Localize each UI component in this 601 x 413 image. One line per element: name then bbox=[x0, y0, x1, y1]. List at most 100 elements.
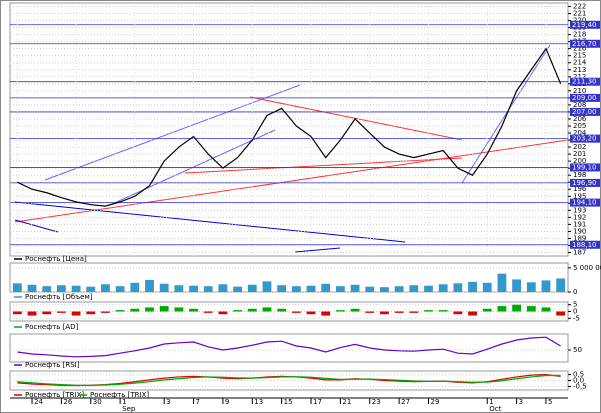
bar bbox=[262, 307, 272, 312]
y-tick-label: 195 bbox=[573, 192, 586, 200]
bar bbox=[409, 285, 419, 292]
channel-line bbox=[44, 84, 301, 181]
series-line bbox=[17, 47, 562, 207]
y-tick-label: 189 bbox=[573, 234, 586, 242]
bar bbox=[335, 286, 345, 292]
price-box bbox=[570, 20, 600, 29]
y-tick-label: 191 bbox=[573, 220, 586, 228]
bar bbox=[56, 285, 66, 292]
price-label: 211,30 bbox=[572, 78, 597, 86]
price-box bbox=[570, 134, 600, 143]
y-tick-label: 0 bbox=[573, 308, 577, 316]
bar bbox=[277, 285, 287, 292]
bar bbox=[541, 280, 551, 292]
y-tick-label: 187 bbox=[573, 248, 586, 256]
y-tick-label: 208 bbox=[573, 101, 586, 109]
bar bbox=[189, 285, 198, 292]
bar bbox=[482, 282, 492, 292]
bar bbox=[233, 310, 243, 312]
bar bbox=[306, 311, 316, 315]
bar bbox=[321, 311, 331, 316]
bar bbox=[380, 311, 389, 315]
bar bbox=[526, 282, 536, 292]
panel bbox=[9, 2, 569, 257]
bar bbox=[497, 306, 507, 312]
bar bbox=[468, 281, 477, 292]
bar bbox=[365, 286, 375, 292]
y-tick-label: 218 bbox=[573, 31, 586, 39]
bar bbox=[247, 308, 257, 312]
y-tick-label: 0,0 bbox=[573, 377, 584, 385]
bar bbox=[233, 286, 243, 292]
bar bbox=[394, 286, 404, 292]
y-tick-label: 206 bbox=[573, 115, 587, 123]
bar bbox=[468, 311, 477, 316]
price-box bbox=[570, 240, 600, 249]
down-line bbox=[14, 201, 406, 243]
y-tick-label: 5 000 000 bbox=[573, 264, 601, 272]
bar bbox=[497, 273, 507, 292]
y-tick-label: 5 bbox=[573, 301, 577, 309]
bar bbox=[115, 310, 125, 312]
bar bbox=[86, 286, 96, 292]
x-tick-label: 26 bbox=[63, 398, 72, 406]
bar bbox=[291, 286, 301, 292]
x-tick-label: 7 bbox=[196, 398, 200, 406]
y-tick-label: 200 bbox=[573, 157, 586, 165]
bar bbox=[42, 311, 52, 315]
legend-label: Роснефть [RSI] bbox=[25, 361, 80, 369]
y-tick-label: 221 bbox=[573, 10, 586, 18]
bar bbox=[453, 283, 463, 292]
bar bbox=[174, 285, 184, 292]
legend-label: Роснефть [TRIX] bbox=[25, 391, 84, 399]
bar bbox=[145, 279, 154, 292]
bar bbox=[556, 311, 566, 316]
y-tick-label: -5 bbox=[573, 314, 580, 322]
price-label: 209,00 bbox=[572, 94, 597, 102]
bar bbox=[27, 284, 37, 292]
x-tick-label: 3 bbox=[166, 398, 170, 406]
bar bbox=[512, 279, 522, 292]
y-tick-label: 205 bbox=[573, 122, 586, 130]
bar bbox=[27, 311, 37, 316]
bar bbox=[453, 311, 463, 315]
y-tick-label: 50 bbox=[573, 346, 582, 354]
price-label: 203,20 bbox=[572, 135, 597, 143]
x-tick-label: 15 bbox=[284, 398, 293, 406]
bar bbox=[556, 278, 566, 292]
month-label: Sep bbox=[122, 405, 136, 413]
bar bbox=[380, 287, 389, 292]
y-tick-label: 201 bbox=[573, 150, 586, 158]
x-tick-label: 27 bbox=[401, 398, 410, 406]
x-tick-label: 13 bbox=[254, 398, 263, 406]
y-tick-label: 214 bbox=[573, 59, 587, 67]
bar bbox=[306, 285, 316, 292]
y-tick-label: -0,5 bbox=[573, 382, 587, 390]
x-tick-label: 9 bbox=[225, 398, 229, 406]
bar bbox=[115, 286, 125, 292]
bar bbox=[12, 283, 22, 292]
bar bbox=[350, 308, 360, 312]
bar bbox=[159, 283, 169, 292]
price-label: 199,10 bbox=[572, 163, 597, 171]
bar bbox=[394, 311, 404, 313]
bar bbox=[101, 311, 110, 313]
y-tick-label: 220 bbox=[573, 17, 586, 25]
bar bbox=[291, 311, 301, 313]
legend-label: Роснефть [Объем] bbox=[25, 293, 93, 301]
bar bbox=[482, 308, 492, 312]
x-tick-label: 30 bbox=[93, 398, 102, 406]
price-box bbox=[570, 163, 600, 172]
bar bbox=[541, 307, 551, 312]
x-tick-label: 24 bbox=[34, 398, 43, 406]
bar bbox=[277, 308, 287, 312]
legend-label: Роснефть [AD] bbox=[25, 323, 79, 331]
bar bbox=[218, 311, 228, 315]
bar bbox=[42, 286, 52, 292]
legend-label: Роснефть [TRIX] bbox=[90, 391, 149, 399]
x-tick-label: 29 bbox=[431, 398, 440, 406]
y-tick-label: 215 bbox=[573, 52, 586, 60]
y-tick-label: 213 bbox=[573, 66, 586, 74]
y-tick-label: 0,5 bbox=[573, 371, 584, 379]
